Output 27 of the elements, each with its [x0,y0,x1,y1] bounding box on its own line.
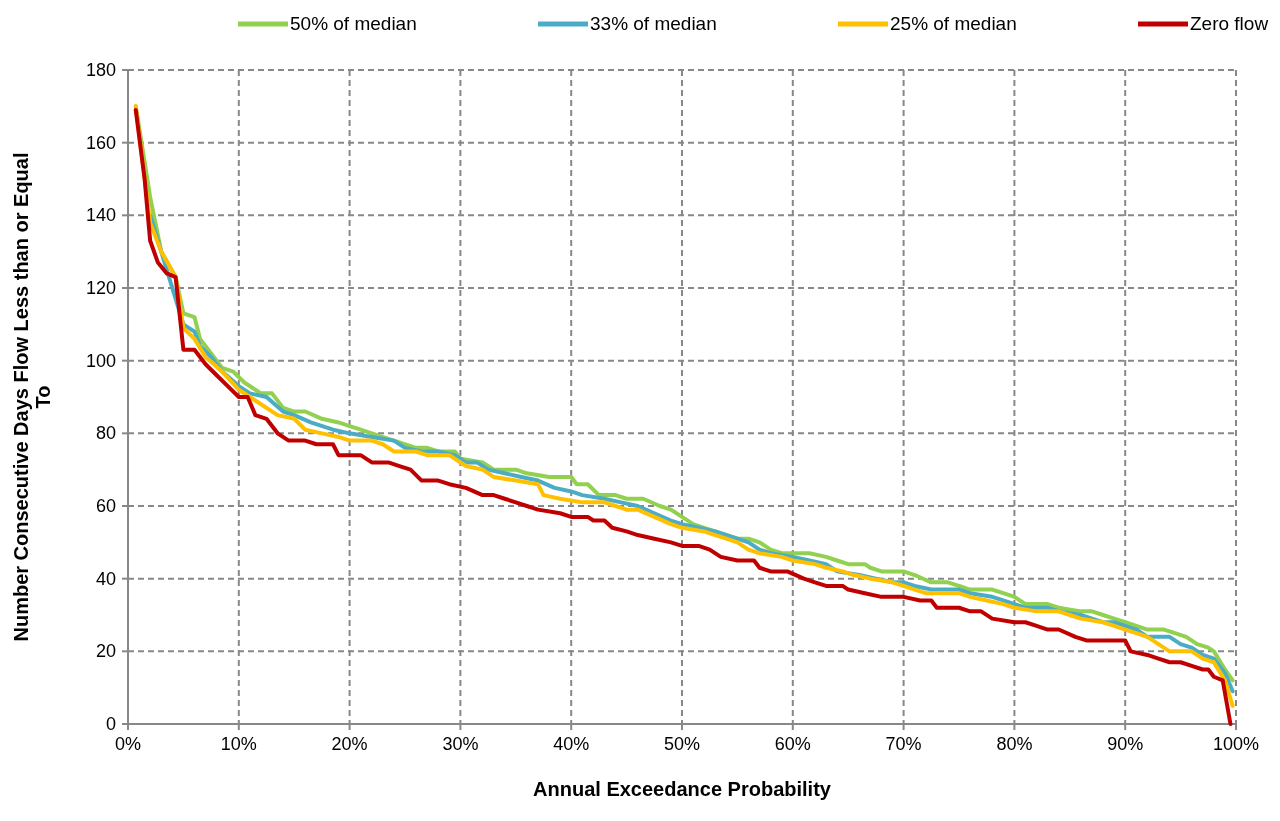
y-tick-label: 100 [85,350,116,371]
x-tick-label: 30% [442,734,479,754]
legend-label: 50% of median [290,13,417,34]
y-tick-label: 140 [85,205,116,226]
x-tick-label: 50% [663,734,701,754]
y-tick-label: 180 [85,60,116,80]
x-tick-label: 80% [996,734,1033,754]
x-tick-label: 90% [1107,734,1144,754]
x-tick-label: 100% [1212,734,1260,754]
legend-label: Zero flow [1190,13,1269,34]
y-tick-label: 80 [95,423,116,444]
y-tick-label: 20 [95,641,116,662]
x-tick-label: 20% [331,734,368,754]
y-tick-label: 40 [95,568,116,589]
x-tick-label: 40% [553,734,590,754]
x-axis-title: Annual Exceedance Probability [533,778,832,800]
y-tick-label: 60 [95,496,116,516]
y-tick-label: 120 [85,278,116,298]
y-axis-title: Number Consecutive Days Flow Less than or Equal To [10,152,54,642]
y-tick-label: 0 [105,714,116,734]
y-tick-label: 160 [85,132,116,153]
x-tick-label: 0% [114,734,142,754]
legend-label: 25% of median [890,13,1017,34]
x-tick-label: 60% [774,734,811,754]
legend-label: 33% of median [590,13,717,34]
x-tick-label: 70% [885,734,922,754]
x-tick-label: 10% [220,734,257,754]
